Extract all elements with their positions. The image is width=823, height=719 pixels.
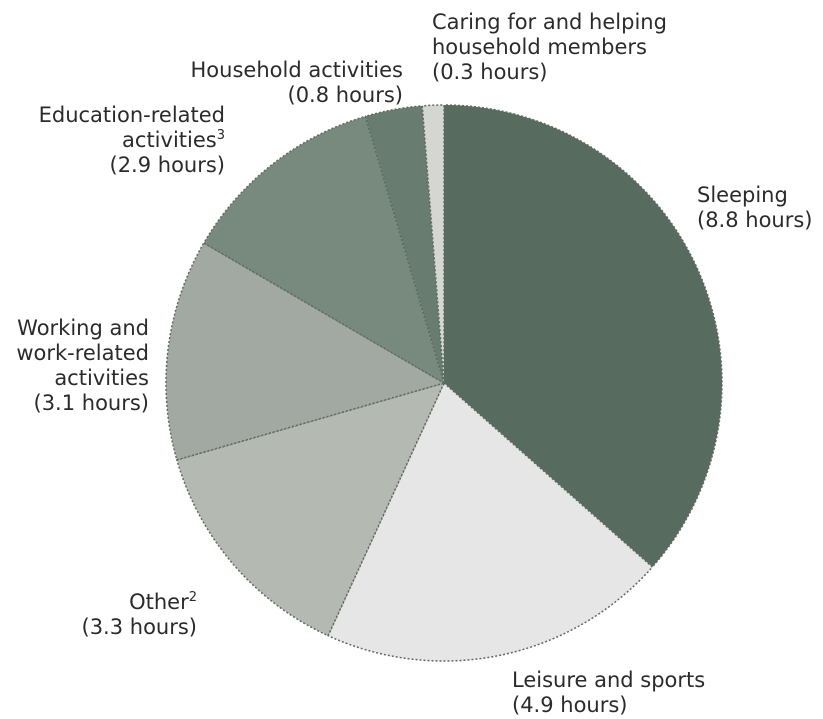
label-working-value: (3.1 hours): [33, 391, 150, 415]
label-household-name: Household activities: [190, 58, 403, 82]
label-working: Working and work-related activities (3.1…: [16, 316, 149, 416]
label-education-footnote: 3: [216, 128, 225, 143]
pie-slice-caring-for-and-helping-household-members: [421, 104, 445, 384]
pie-slice-sleeping: [443, 104, 723, 569]
label-other: Other2 (3.3 hours): [82, 590, 198, 640]
pie-slice-education-related-activities: [202, 115, 446, 385]
label-caring: Caring for and helping household members…: [432, 10, 667, 85]
label-leisure: Leisure and sports (4.9 hours): [512, 668, 705, 718]
label-other-value: (3.3 hours): [81, 615, 198, 639]
label-other-name: Other: [129, 590, 189, 614]
label-caring-line2: household members: [432, 35, 647, 59]
label-education-line2: activities: [122, 128, 217, 152]
label-sleeping-name: Sleeping: [697, 183, 788, 207]
label-caring-value: (0.3 hours): [432, 60, 548, 84]
label-household-value: (0.8 hours): [287, 83, 404, 107]
pie-slice-other: [175, 381, 446, 637]
label-other-footnote: 2: [188, 590, 197, 605]
label-education-line2-wrap: activities3: [39, 128, 225, 153]
pie-slice-working-and-work-related-activities: [165, 241, 446, 461]
label-other-name-line: Other2: [82, 590, 197, 615]
label-household: Household activities (0.8 hours): [191, 58, 403, 108]
label-education-value: (2.9 hours): [109, 153, 226, 177]
label-working-line2: work-related: [16, 341, 149, 365]
label-education: Education-related activities3 (2.9 hours…: [39, 103, 225, 178]
pie-slice-leisure-and-sports: [327, 381, 654, 662]
label-education-line1: Education-related: [38, 103, 225, 127]
label-sleeping: Sleeping (8.8 hours): [697, 183, 813, 233]
label-leisure-value: (4.9 hours): [512, 693, 628, 717]
label-working-line3: activities: [54, 366, 149, 390]
label-caring-line1: Caring for and helping: [432, 10, 667, 34]
label-working-line1: Working and: [17, 316, 149, 340]
label-sleeping-value: (8.8 hours): [697, 208, 813, 232]
pie-slice-household-activities: [364, 105, 445, 384]
label-leisure-name: Leisure and sports: [512, 668, 706, 692]
